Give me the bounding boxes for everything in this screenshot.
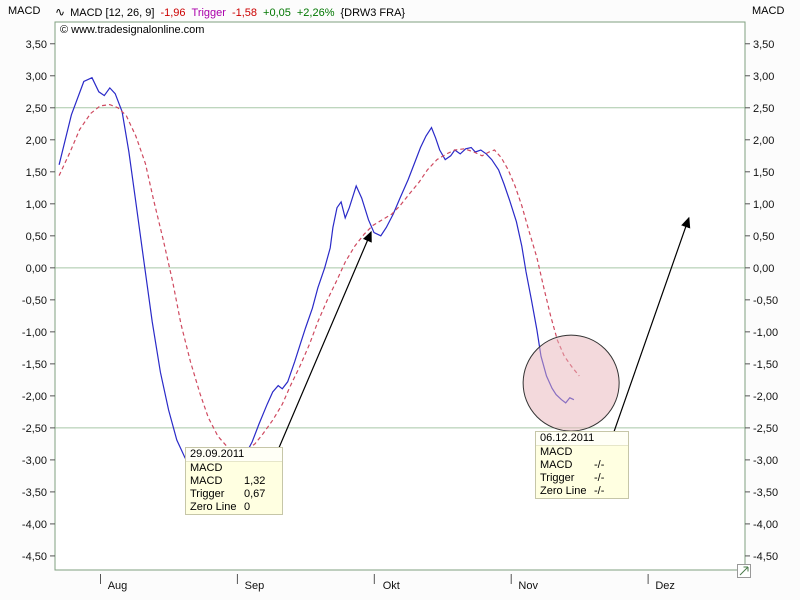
y-axis-label-left: 0,00 bbox=[26, 263, 47, 275]
legend-segment: -1,96 bbox=[160, 7, 186, 19]
copyright-text: © www.tradesignalonline.com bbox=[60, 24, 205, 36]
resize-handle-icon[interactable] bbox=[737, 564, 751, 578]
y-axis-label-right: 1,00 bbox=[753, 199, 774, 211]
tooltip-indicator-title: MACD bbox=[540, 446, 573, 458]
legend-segment: Trigger bbox=[191, 7, 226, 19]
x-axis-label: Nov bbox=[518, 580, 538, 592]
tooltip-row-value: 1,32 bbox=[244, 475, 266, 487]
tooltip-row-label: Zero Line bbox=[190, 501, 237, 513]
tooltip-row: MACD -/- bbox=[536, 459, 628, 472]
y-axis-label-right: -1,00 bbox=[753, 327, 778, 339]
y-axis-label-right: 3,50 bbox=[753, 39, 774, 51]
tooltip-row-label: Trigger bbox=[540, 472, 575, 484]
y-axis-label-left: -1,50 bbox=[22, 359, 47, 371]
macd-line bbox=[58, 76, 575, 483]
y-axis-label-left: -2,00 bbox=[22, 391, 47, 403]
tooltip-row-value: 0,67 bbox=[244, 488, 266, 500]
tooltip-date: 29.09.2011 bbox=[186, 448, 282, 462]
y-axis-label-left: 2,00 bbox=[26, 135, 47, 147]
x-axis-label: Dez bbox=[655, 580, 675, 592]
tooltip-row-label: MACD bbox=[190, 475, 223, 487]
tooltip-date: 06.12.2011 bbox=[536, 432, 628, 446]
y-axis-label-right: -4,50 bbox=[753, 551, 778, 563]
y-axis-label-right: 1,50 bbox=[753, 167, 774, 179]
tooltip-row-value: 0 bbox=[244, 501, 251, 513]
y-axis-label-left: 3,00 bbox=[26, 71, 47, 83]
y-axis-label-right: -2,50 bbox=[753, 423, 778, 435]
y-axis-label-left: -0,50 bbox=[22, 295, 47, 307]
plot-background bbox=[55, 22, 745, 570]
y-axis-label-left: -1,00 bbox=[22, 327, 47, 339]
tooltip-row-label: MACD bbox=[540, 459, 573, 471]
tooltip-row-value: -/- bbox=[594, 485, 605, 497]
left-axis-title: MACD bbox=[8, 5, 41, 17]
y-axis-label-left: 2,50 bbox=[26, 103, 47, 115]
tooltip-row-label: Trigger bbox=[190, 488, 225, 500]
tooltip-row: Zero Line 0 bbox=[186, 501, 282, 514]
legend-segment: {DRW3 FRA} bbox=[340, 7, 406, 19]
legend-segment: +2,26% bbox=[296, 7, 335, 19]
legend-segment: +0,05 bbox=[263, 7, 291, 19]
legend-segment: MACD [12, 26, 9] bbox=[70, 7, 155, 19]
y-axis-label-right: 2,00 bbox=[753, 135, 774, 147]
x-axis-label: Aug bbox=[108, 580, 128, 592]
plot-border bbox=[54, 21, 746, 571]
x-axis-label: Sep bbox=[245, 580, 265, 592]
tooltip-row: Trigger 0,67 bbox=[186, 488, 282, 501]
y-axis-label-left: 1,50 bbox=[26, 167, 47, 179]
y-axis-label-right: 2,50 bbox=[753, 103, 774, 115]
y-axis-label-left: -4,50 bbox=[22, 551, 47, 563]
tooltip-row: Zero Line -/- bbox=[536, 485, 628, 498]
y-axis-label-right: -4,00 bbox=[753, 519, 778, 531]
y-axis-label-right: -1,50 bbox=[753, 359, 778, 371]
y-axis-label-right: -0,50 bbox=[753, 295, 778, 307]
data-tooltip: 29.09.2011 MACD MACD 1,32 Trigger 0,67 Zer… bbox=[185, 447, 283, 515]
tooltip-row-value: -/- bbox=[594, 472, 605, 484]
y-axis-label-right: 0,50 bbox=[753, 231, 774, 243]
legend[interactable]: ∿ MACD [12, 26, 9] -1,96 Trigger -1,58 +0,05 +… bbox=[55, 5, 411, 19]
x-axis-label: Okt bbox=[383, 580, 400, 592]
y-axis-label-left: 1,00 bbox=[26, 199, 47, 211]
y-axis-label-right: -2,00 bbox=[753, 391, 778, 403]
data-tooltip: 06.12.2011 MACD MACD -/- Trigger -/- Zero … bbox=[535, 431, 629, 499]
y-axis-label-left: -3,00 bbox=[22, 455, 47, 467]
y-axis-label-right: -3,50 bbox=[753, 487, 778, 499]
legend-segment: -1,58 bbox=[231, 7, 258, 19]
tooltip-row-label: Zero Line bbox=[540, 485, 587, 497]
y-axis-label-right: 0,00 bbox=[753, 263, 774, 275]
y-axis-label-right: 3,00 bbox=[753, 71, 774, 83]
indicator-curve-icon: ∿ bbox=[55, 5, 66, 19]
highlight-circle bbox=[522, 334, 620, 432]
tooltip-row-value: -/- bbox=[594, 459, 605, 471]
right-axis-title: MACD bbox=[752, 5, 785, 17]
y-axis-label-left: -2,50 bbox=[22, 423, 47, 435]
y-axis-label-right: -3,00 bbox=[753, 455, 778, 467]
y-axis-label-left: 3,50 bbox=[26, 39, 47, 51]
y-axis-label-left: 0,50 bbox=[26, 231, 47, 243]
tooltip-indicator-title: MACD bbox=[190, 462, 223, 474]
y-axis-label-left: -3,50 bbox=[22, 487, 47, 499]
tooltip-row: Trigger -/- bbox=[536, 472, 628, 485]
annotation-arrow bbox=[276, 230, 372, 454]
y-axis-label-left: -4,00 bbox=[22, 519, 47, 531]
tooltip-row: MACD 1,32 bbox=[186, 475, 282, 488]
annotation-arrow bbox=[611, 216, 691, 438]
